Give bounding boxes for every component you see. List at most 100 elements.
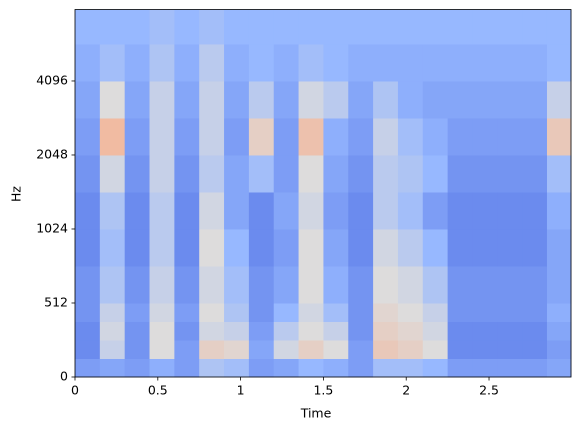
spectrogram-cell — [273, 191, 300, 230]
spectrogram-cell — [348, 358, 374, 378]
spectrogram-cell — [472, 80, 498, 119]
spectrogram-cell — [199, 117, 225, 156]
spectrogram-cell — [323, 339, 349, 359]
spectrogram-cell — [149, 358, 175, 378]
spectrogram-cell — [323, 321, 349, 341]
spectrogram-cell — [199, 339, 225, 359]
spectrogram-cell — [99, 321, 126, 341]
spectrogram-cell — [472, 266, 498, 304]
spectrogram-cell — [447, 43, 473, 82]
spectrogram-cell — [174, 266, 200, 304]
spectrogram-cell — [149, 228, 175, 267]
spectrogram-cell — [99, 339, 126, 359]
x-tick-label: 0 — [71, 383, 79, 398]
spectrogram-cell — [248, 321, 275, 341]
spectrogram-cell — [497, 117, 523, 156]
spectrogram-cell — [248, 117, 275, 156]
spectrogram-cell — [298, 9, 324, 45]
spectrogram-cell — [497, 80, 523, 119]
spectrogram-cell — [323, 302, 349, 322]
spectrogram-cell — [323, 43, 349, 82]
spectrogram-cell — [199, 80, 225, 119]
spectrogram-cell — [124, 117, 151, 156]
spectrogram-cell — [273, 358, 300, 378]
spectrogram-cell — [447, 191, 473, 230]
y-tick-label: 512 — [44, 294, 68, 309]
spectrogram-cell — [373, 191, 399, 230]
spectrogram-cell — [224, 43, 250, 82]
spectrogram-cell — [149, 9, 175, 45]
spectrogram-cell — [522, 117, 548, 156]
spectrogram-cell — [199, 9, 225, 45]
spectrogram-cell — [75, 339, 101, 359]
spectrogram-cell — [174, 358, 200, 378]
spectrogram-cell — [497, 302, 523, 322]
spectrogram-cell — [422, 117, 449, 156]
spectrogram-cell — [149, 191, 175, 230]
spectrogram-cell — [248, 266, 275, 304]
spectrogram-cell — [149, 266, 175, 304]
spectrogram-cell — [273, 302, 300, 322]
spectrogram-cell — [447, 358, 473, 378]
spectrogram-cell — [447, 339, 473, 359]
spectrogram-cell — [273, 80, 300, 119]
spectrogram-cell — [224, 321, 250, 341]
spectrogram-cell — [224, 117, 250, 156]
spectrogram-cell — [397, 80, 424, 119]
y-tick-label: 0 — [60, 369, 68, 384]
spectrogram-cell — [149, 80, 175, 119]
spectrogram-cell — [224, 154, 250, 193]
spectrogram-cell — [199, 154, 225, 193]
spectrogram-cell — [124, 339, 151, 359]
spectrogram-cell — [248, 302, 275, 322]
spectrogram-cell — [422, 358, 449, 378]
spectrogram-cell — [99, 358, 126, 378]
spectrogram-cell — [124, 358, 151, 378]
spectrogram-cell — [273, 228, 300, 267]
spectrogram-cell — [373, 321, 399, 341]
y-tick-label: 2048 — [36, 146, 68, 161]
spectrogram-cell — [522, 154, 548, 193]
spectrogram-cell — [348, 9, 374, 45]
spectrogram-cell — [224, 191, 250, 230]
spectrogram-cell — [75, 154, 101, 193]
spectrogram-cell — [199, 321, 225, 341]
spectrogram-cell — [273, 117, 300, 156]
spectrogram-cell — [546, 228, 572, 267]
spectrogram-cell — [99, 43, 126, 82]
spectrogram-cell — [298, 339, 324, 359]
spectrogram-cell — [522, 302, 548, 322]
spectrogram-cell — [422, 266, 449, 304]
spectrogram-cell — [497, 43, 523, 82]
spectrogram-cell — [124, 154, 151, 193]
spectrogram-cell — [373, 302, 399, 322]
spectrogram-cell — [522, 228, 548, 267]
spectrogram-cell — [522, 43, 548, 82]
spectrogram-cell — [298, 117, 324, 156]
spectrogram-cell — [248, 358, 275, 378]
spectrogram-cell — [373, 358, 399, 378]
spectrogram-cell — [447, 228, 473, 267]
spectrogram-cell — [422, 321, 449, 341]
spectrogram-cell — [174, 191, 200, 230]
spectrogram-cell — [397, 321, 424, 341]
spectrogram-cell — [422, 339, 449, 359]
spectrogram-cell — [174, 228, 200, 267]
spectrogram-cell — [447, 117, 473, 156]
spectrogram-cell — [522, 339, 548, 359]
spectrogram-cell — [273, 154, 300, 193]
spectrogram-cell — [546, 339, 572, 359]
spectrogram-cell — [546, 266, 572, 304]
spectrogram-cell — [298, 266, 324, 304]
spectrogram-cell — [99, 191, 126, 230]
spectrogram-cell — [323, 80, 349, 119]
spectrogram-cell — [373, 43, 399, 82]
spectrogram-cell — [348, 154, 374, 193]
spectrogram-cell — [248, 339, 275, 359]
spectrogram-cell — [472, 154, 498, 193]
spectrogram-cell — [174, 339, 200, 359]
spectrogram-cell — [497, 339, 523, 359]
spectrogram-cell — [373, 9, 399, 45]
spectrogram-cell — [75, 43, 101, 82]
spectrogram-cell — [422, 191, 449, 230]
